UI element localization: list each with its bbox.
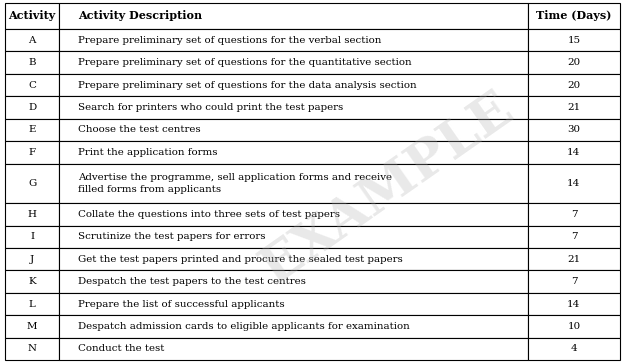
Bar [528,338,620,360]
Bar [59,141,528,164]
Bar [59,270,528,293]
Text: Despatch admission cards to eligible applicants for examination: Despatch admission cards to eligible app… [78,322,409,331]
Text: Advertise the programme, sell application forms and receive
filled forms from ap: Advertise the programme, sell applicatio… [78,172,392,194]
Bar [5,203,59,225]
Text: Time (Days): Time (Days) [536,11,611,21]
Bar [528,29,620,52]
Bar [528,248,620,270]
Bar [528,225,620,248]
Text: F: F [29,148,36,157]
Text: 7: 7 [571,210,577,219]
Bar [528,74,620,96]
Bar [528,315,620,338]
Bar [528,141,620,164]
Bar [59,52,528,74]
Text: M: M [27,322,38,331]
Text: Prepare the list of successful applicants: Prepare the list of successful applicant… [78,299,284,309]
Text: E: E [28,125,36,134]
Text: 14: 14 [568,299,581,309]
Text: EXAMPLE: EXAMPLE [252,83,523,294]
Text: A: A [28,36,36,45]
Bar [59,74,528,96]
Text: B: B [28,58,36,67]
Bar [59,315,528,338]
Bar [5,141,59,164]
Text: 20: 20 [568,81,581,90]
Text: 14: 14 [568,148,581,157]
Text: Print the application forms: Print the application forms [78,148,217,157]
Text: H: H [28,210,36,219]
Text: Conduct the test: Conduct the test [78,344,164,354]
Bar [5,74,59,96]
Text: Prepare preliminary set of questions for the data analysis section: Prepare preliminary set of questions for… [78,81,416,90]
Bar [59,203,528,225]
Bar [5,248,59,270]
Text: 14: 14 [568,179,581,188]
Text: Prepare preliminary set of questions for the verbal section: Prepare preliminary set of questions for… [78,36,381,45]
Text: 7: 7 [571,232,577,241]
Text: 30: 30 [568,125,581,134]
Text: Choose the test centres: Choose the test centres [78,125,201,134]
Bar [528,203,620,225]
Bar [528,3,620,29]
Bar [5,270,59,293]
Bar [59,338,528,360]
Bar [528,270,620,293]
Bar [5,338,59,360]
Bar [5,96,59,119]
Bar [528,119,620,141]
Text: K: K [28,277,36,286]
Bar [5,293,59,315]
Text: J: J [30,255,34,264]
Text: 7: 7 [571,277,577,286]
Text: Despatch the test papers to the test centres: Despatch the test papers to the test cen… [78,277,306,286]
Bar [528,164,620,203]
Text: Activity Description: Activity Description [78,11,202,21]
Bar [5,119,59,141]
Bar [528,52,620,74]
Bar [5,315,59,338]
Bar [59,164,528,203]
Text: I: I [30,232,34,241]
Text: 4: 4 [571,344,578,354]
Text: Get the test papers printed and procure the sealed test papers: Get the test papers printed and procure … [78,255,402,264]
Bar [59,225,528,248]
Text: 10: 10 [568,322,581,331]
Text: C: C [28,81,36,90]
Bar [5,29,59,52]
Text: L: L [29,299,36,309]
Bar [528,293,620,315]
Bar [59,293,528,315]
Text: 21: 21 [568,255,581,264]
Bar [5,225,59,248]
Text: D: D [28,103,36,112]
Text: N: N [28,344,36,354]
Text: G: G [28,179,36,188]
Bar [59,248,528,270]
Bar [5,164,59,203]
Text: Collate the questions into three sets of test papers: Collate the questions into three sets of… [78,210,340,219]
Bar [5,3,59,29]
Bar [59,3,528,29]
Text: 20: 20 [568,58,581,67]
Text: Activity: Activity [8,11,56,21]
Bar [528,96,620,119]
Bar [5,52,59,74]
Text: Scrutinize the test papers for errors: Scrutinize the test papers for errors [78,232,266,241]
Bar [59,29,528,52]
Text: Prepare preliminary set of questions for the quantitative section: Prepare preliminary set of questions for… [78,58,411,67]
Text: Search for printers who could print the test papers: Search for printers who could print the … [78,103,343,112]
Text: 21: 21 [568,103,581,112]
Text: 15: 15 [568,36,581,45]
Bar [59,119,528,141]
Bar [59,96,528,119]
